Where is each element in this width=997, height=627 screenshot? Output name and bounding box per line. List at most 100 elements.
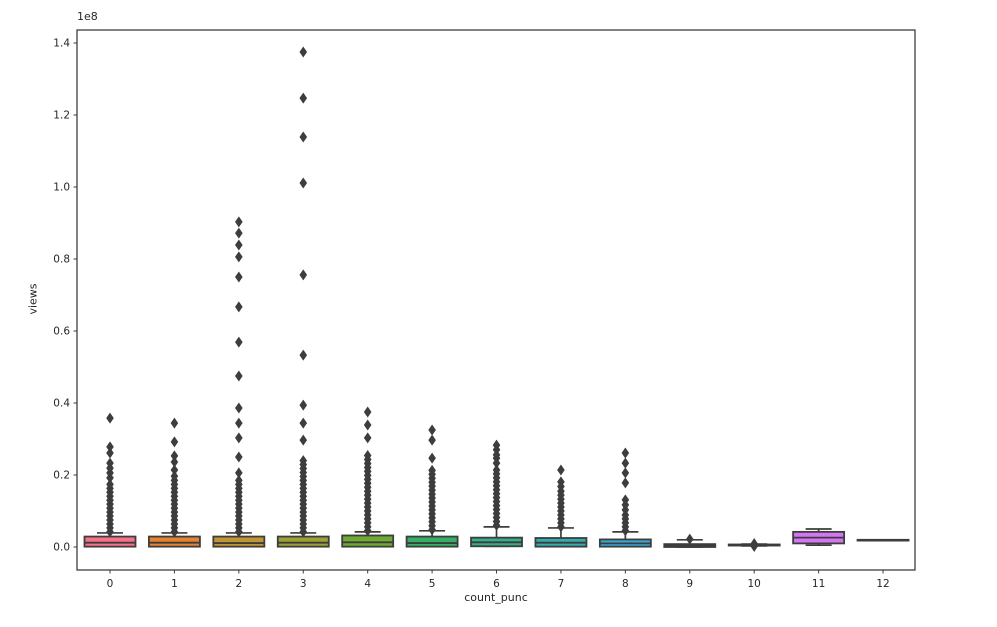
y-tick-label: 0.0 xyxy=(53,542,70,554)
box-cat-10 xyxy=(727,538,781,553)
y-axis-label: views xyxy=(26,283,40,315)
flier-diamond xyxy=(299,177,308,189)
flier-diamond xyxy=(299,417,308,429)
x-tick-label: 9 xyxy=(686,578,693,590)
flier-diamond xyxy=(235,251,243,263)
flier-diamond xyxy=(749,538,759,553)
box-cat-9 xyxy=(663,533,717,548)
y-axis-offset-label: 1e8 xyxy=(77,10,98,23)
y-tick-label: 1.2 xyxy=(53,110,70,122)
box-cat-0 xyxy=(83,412,137,548)
flier-diamond xyxy=(235,227,243,239)
flier-diamond xyxy=(235,370,243,382)
x-tick-label: 1 xyxy=(171,578,178,590)
flier-diamond xyxy=(170,456,179,468)
flier-diamond xyxy=(428,434,436,446)
flier-diamond xyxy=(106,441,114,453)
x-axis-label: count_punc xyxy=(464,591,528,604)
flier-diamond xyxy=(557,464,565,476)
flier-diamond xyxy=(428,452,436,464)
box-cat-7 xyxy=(534,464,588,548)
box-rect xyxy=(83,535,137,548)
box-cat-12 xyxy=(856,538,910,542)
flier-diamond xyxy=(299,269,308,281)
flier-diamond xyxy=(170,417,179,429)
box-cat-11 xyxy=(792,528,846,547)
flier-diamond xyxy=(363,406,372,418)
flier-diamond xyxy=(557,476,565,488)
box-cat-5 xyxy=(405,424,459,548)
x-tick-label: 11 xyxy=(812,578,825,590)
flier-diamond xyxy=(621,467,630,479)
flier-diamond xyxy=(428,464,436,476)
flier-diamond xyxy=(299,399,308,411)
box-cat-1 xyxy=(148,417,201,548)
x-tick-label: 3 xyxy=(300,578,307,590)
flier-diamond xyxy=(235,402,243,414)
flier-diamond xyxy=(428,424,436,436)
flier-diamond xyxy=(299,349,308,361)
x-tick-label: 2 xyxy=(235,578,242,590)
flier-diamond xyxy=(621,477,630,489)
flier-diamond xyxy=(492,439,501,451)
x-tick-label: 10 xyxy=(748,578,761,590)
flier-diamond xyxy=(685,533,694,545)
box-rect xyxy=(341,534,395,548)
box-rect xyxy=(212,535,266,548)
flier-diamond xyxy=(235,301,243,313)
x-tick-label: 7 xyxy=(558,578,565,590)
y-tick-label: 1.0 xyxy=(53,182,70,194)
x-tick-label: 4 xyxy=(364,578,371,590)
flier-diamond xyxy=(106,457,114,469)
box-cat-2 xyxy=(212,216,266,548)
flier-diamond xyxy=(492,464,501,476)
flier-diamond xyxy=(235,474,243,486)
flier-diamond xyxy=(235,417,243,429)
x-tick-label: 0 xyxy=(107,578,114,590)
flier-diamond xyxy=(170,464,179,476)
box-rect xyxy=(148,535,201,548)
flier-diamond xyxy=(106,447,114,459)
flier-diamond xyxy=(170,470,179,482)
y-tick-label: 0.6 xyxy=(53,326,70,338)
flier-diamond xyxy=(170,450,179,462)
flier-diamond xyxy=(299,434,308,446)
flier-diamond xyxy=(235,467,243,479)
x-tick-label: 8 xyxy=(622,578,629,590)
flier-diamond xyxy=(621,457,630,469)
flier-diamond xyxy=(363,450,372,462)
y-tick-label: 0.4 xyxy=(53,398,70,410)
flier-diamond xyxy=(299,46,308,58)
x-tick-label: 6 xyxy=(493,578,500,590)
flier-diamond xyxy=(363,432,372,444)
flier-diamond xyxy=(299,92,308,104)
flier-diamond xyxy=(621,494,630,506)
y-tick-label: 0.8 xyxy=(53,254,70,266)
box-rect xyxy=(405,535,459,548)
box-rect xyxy=(276,535,330,548)
flier-diamond xyxy=(235,216,243,228)
box-cat-3 xyxy=(276,46,330,548)
flier-diamond xyxy=(235,451,243,463)
flier-diamond xyxy=(235,239,243,251)
plot-border xyxy=(76,29,916,571)
flier-diamond xyxy=(106,478,114,490)
flier-diamond xyxy=(235,271,243,283)
y-tick-label: 0.2 xyxy=(53,470,70,482)
box-cat-6 xyxy=(470,439,523,548)
flier-diamond xyxy=(621,447,630,459)
flier-diamond xyxy=(363,419,372,431)
flier-diamond xyxy=(299,455,308,467)
flier-diamond xyxy=(299,131,308,143)
flier-diamond xyxy=(235,336,243,348)
flier-diamond xyxy=(235,432,243,444)
flier-diamond xyxy=(106,412,114,424)
flier-diamond xyxy=(170,436,179,448)
x-tick-label: 5 xyxy=(429,578,436,590)
box-cat-4 xyxy=(341,406,395,548)
y-tick-label: 1.4 xyxy=(53,38,70,50)
x-tick-label: 12 xyxy=(876,578,889,590)
box-cat-8 xyxy=(598,447,652,548)
